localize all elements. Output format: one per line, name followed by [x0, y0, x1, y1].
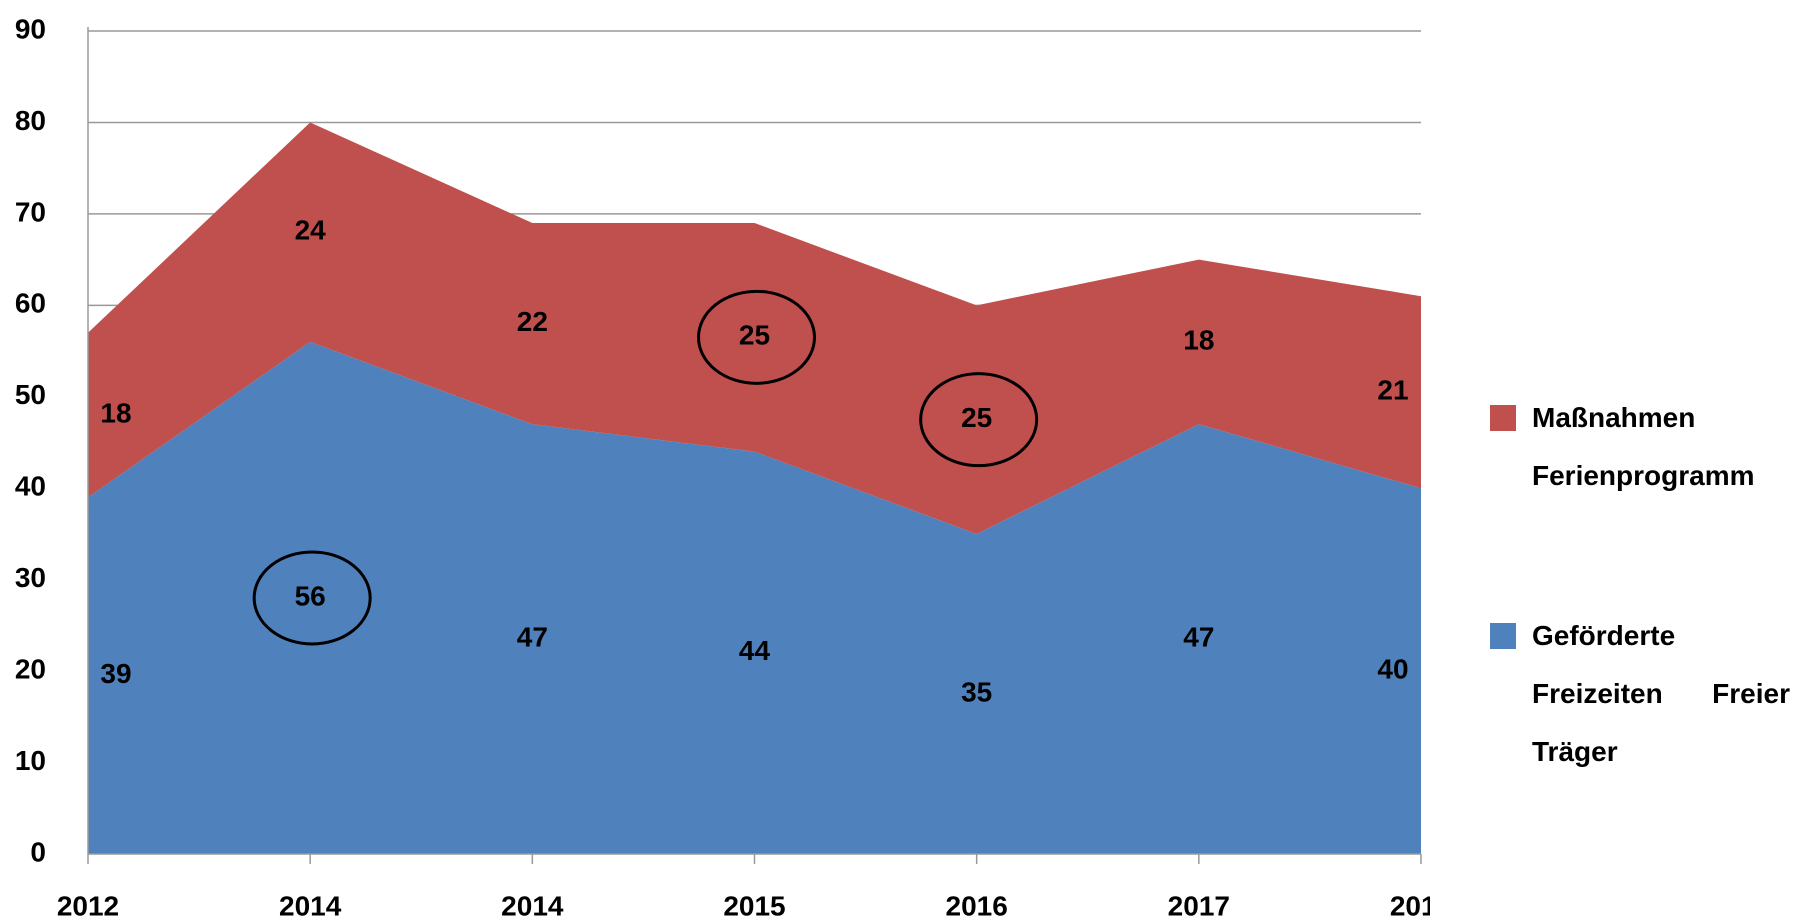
y-tick-label: 50: [15, 379, 46, 410]
y-tick-label: 0: [30, 836, 46, 867]
data-label: 47: [517, 621, 548, 652]
data-label: 22: [517, 306, 548, 337]
data-label: 25: [739, 320, 770, 351]
x-tick-label: 2014: [501, 890, 564, 921]
y-tick-label: 90: [15, 13, 46, 44]
data-label: 47: [1183, 621, 1214, 652]
chart: 0 10 20 30 40 50 60 70 80 90 39 56 47 44 35 47 40 18 24 22 2…: [15, 13, 1430, 921]
legend-swatch: [1490, 405, 1516, 431]
x-tick-label: 2015: [723, 890, 785, 921]
y-tick-label: 30: [15, 562, 46, 593]
x-tick-label: 2014: [279, 890, 342, 921]
legend-item: Geförderte Freizeiten Freier Träger: [1490, 607, 1790, 781]
data-label: 21: [1377, 375, 1408, 406]
y-tick-label: 80: [15, 105, 46, 136]
data-label: 40: [1377, 654, 1408, 685]
area: [88, 122, 1421, 534]
x-tick-label: 2016: [946, 890, 1008, 921]
y-tick-label: 10: [15, 745, 46, 776]
y-tick-label: 60: [15, 288, 46, 319]
y-tick-label: 70: [15, 196, 46, 227]
x-tick-label: 2012: [57, 890, 119, 921]
data-label: 39: [100, 658, 131, 689]
data-label: 18: [100, 397, 131, 428]
data-label: 44: [739, 635, 771, 666]
legend-swatch: [1490, 623, 1516, 649]
x-tick-label: 2018: [1390, 890, 1430, 921]
highlight-circle: [919, 372, 1039, 468]
highlight-circle: [697, 289, 816, 385]
legend-item: Maßnahmen Ferienprogramm: [1490, 389, 1790, 505]
data-label: 25: [961, 402, 992, 433]
data-label: 35: [961, 676, 992, 707]
legend-label: Geförderte Freizeiten Freier Träger: [1532, 620, 1790, 767]
x-tick-label: 2017: [1168, 890, 1230, 921]
data-label: 24: [295, 215, 327, 246]
area: [88, 341, 1421, 854]
data-label: 56: [295, 580, 326, 611]
data-label: 18: [1183, 324, 1214, 355]
y-tick-label: 20: [15, 654, 46, 685]
highlight-circle: [252, 550, 372, 646]
legend-label: Maßnahmen Ferienprogramm: [1532, 402, 1755, 491]
y-tick-label: 40: [15, 471, 46, 502]
